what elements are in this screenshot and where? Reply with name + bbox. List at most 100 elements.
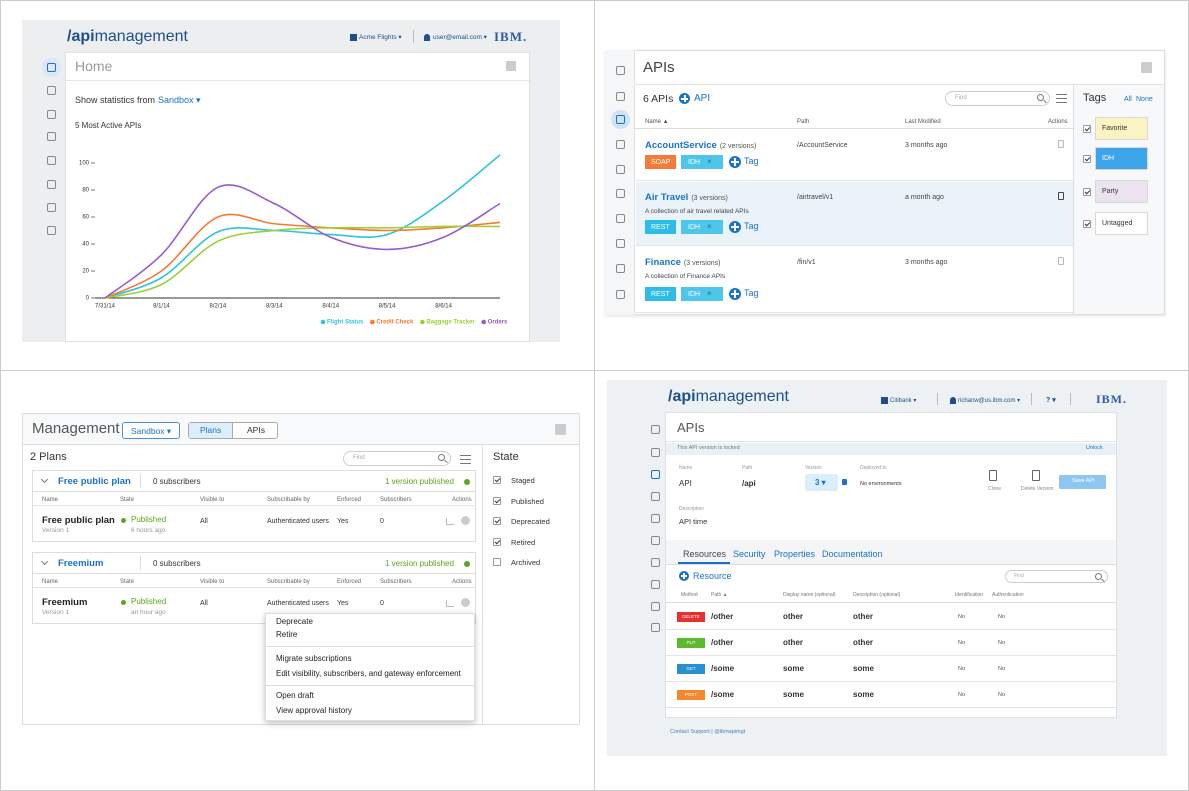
- tag-remove[interactable]: ×: [707, 222, 712, 231]
- checkbox[interactable]: [1083, 188, 1091, 196]
- checkbox[interactable]: [1083, 125, 1091, 133]
- checkbox[interactable]: [493, 537, 501, 546]
- nav-icon[interactable]: [616, 115, 625, 124]
- add-icon[interactable]: [679, 571, 689, 581]
- resource-identification: No: [958, 640, 966, 646]
- api-name[interactable]: AccountService (2 versions): [645, 141, 756, 151]
- menu-item[interactable]: Deprecate: [276, 617, 313, 626]
- tags-none[interactable]: None: [1136, 96, 1153, 103]
- field-label: Deployed to: [860, 465, 887, 471]
- nav-icon[interactable]: [616, 290, 625, 299]
- plan-name[interactable]: Freemium: [58, 558, 104, 569]
- tag-remove[interactable]: ×: [707, 289, 712, 298]
- nav-icon[interactable]: [651, 514, 660, 523]
- save-button[interactable]: Save API: [1059, 475, 1106, 489]
- delete-icon[interactable]: [1032, 470, 1040, 481]
- checkbox[interactable]: [493, 496, 501, 505]
- add-icon[interactable]: [729, 221, 741, 233]
- search-box[interactable]: [343, 451, 451, 466]
- nav-icon[interactable]: [616, 189, 625, 198]
- nav-icon[interactable]: [651, 492, 660, 501]
- nav-icon[interactable]: [47, 110, 56, 119]
- checkbox[interactable]: [493, 558, 501, 566]
- nav-icon[interactable]: [616, 66, 625, 75]
- analytics-icon[interactable]: [446, 600, 454, 607]
- add-icon[interactable]: [729, 288, 741, 300]
- tab[interactable]: Security: [733, 549, 766, 559]
- nav-icon[interactable]: [651, 448, 660, 457]
- tag-remove[interactable]: ×: [707, 157, 712, 166]
- trash-icon[interactable]: [1058, 257, 1064, 265]
- help-menu[interactable]: ? ▾: [1046, 397, 1056, 404]
- search-box[interactable]: [945, 91, 1050, 106]
- tab[interactable]: Resources: [683, 549, 727, 559]
- nav-icon[interactable]: [47, 63, 56, 72]
- search-box[interactable]: [1005, 570, 1108, 583]
- checkbox[interactable]: [1083, 155, 1091, 163]
- unlock-link[interactable]: Unlock: [1086, 445, 1103, 451]
- tab[interactable]: Properties: [774, 549, 816, 559]
- nav-icon[interactable]: [616, 214, 625, 223]
- analytics-icon[interactable]: [446, 518, 454, 525]
- tab[interactable]: Documentation: [822, 549, 883, 559]
- nav-icon[interactable]: [616, 264, 625, 273]
- menu-item[interactable]: View approval history: [276, 706, 352, 715]
- menu-item[interactable]: Open draft: [276, 691, 314, 700]
- plan-time: 6 hours ago: [131, 527, 166, 534]
- org-menu[interactable]: Acme Flights ▾: [359, 34, 402, 41]
- trash-icon[interactable]: [1058, 192, 1064, 200]
- nav-icon[interactable]: [47, 203, 56, 212]
- method-label: GET: [686, 666, 696, 671]
- nav-icon[interactable]: [47, 86, 56, 95]
- footer[interactable]: Contact Support | @ibmapimgt: [670, 729, 746, 735]
- nav-icon[interactable]: [47, 156, 56, 165]
- tab-label[interactable]: APIs: [247, 425, 265, 435]
- nav-icon[interactable]: [651, 623, 660, 632]
- clone-icon[interactable]: [989, 470, 997, 481]
- column-header: Enforced: [337, 579, 362, 585]
- add-resource[interactable]: Resource: [693, 571, 732, 581]
- nav-icon[interactable]: [616, 140, 625, 149]
- checkbox[interactable]: [493, 476, 501, 484]
- org-menu[interactable]: Citibank ▾: [890, 398, 917, 404]
- trash-icon[interactable]: [1058, 140, 1064, 148]
- nav-icon[interactable]: [651, 558, 660, 567]
- checkbox[interactable]: [1083, 220, 1091, 228]
- nav-icon[interactable]: [651, 602, 660, 611]
- nav-icon[interactable]: [651, 580, 660, 589]
- nav-icon[interactable]: [616, 165, 625, 174]
- nav-icon[interactable]: [47, 132, 56, 141]
- x-tick-label: 8/4/14: [322, 304, 339, 310]
- checkbox[interactable]: [493, 517, 501, 525]
- tag-filter-label: IDH: [1102, 155, 1115, 162]
- menu-item[interactable]: Edit visibility, subscribers, and gatewa…: [276, 669, 461, 678]
- add-icon[interactable]: [679, 93, 690, 104]
- add-icon[interactable]: [729, 156, 741, 168]
- menu-item[interactable]: Retire: [276, 630, 298, 639]
- nav-icon[interactable]: [651, 470, 660, 479]
- api-name[interactable]: Air Travel (3 versions): [645, 193, 728, 203]
- env-button[interactable]: Sandbox ▾: [122, 422, 180, 439]
- nav-icon[interactable]: [651, 425, 660, 434]
- add-tag[interactable]: Tag: [744, 288, 759, 298]
- version-select[interactable]: 3 ▾: [805, 474, 838, 491]
- user-menu[interactable]: user@email.com ▾: [433, 34, 487, 41]
- settings-icon[interactable]: [461, 598, 470, 607]
- tags-all[interactable]: All: [1124, 96, 1132, 103]
- menu-item[interactable]: Migrate subscriptions: [276, 654, 352, 663]
- nav-icon[interactable]: [47, 226, 56, 235]
- nav-icon[interactable]: [616, 92, 625, 101]
- api-name[interactable]: Finance (3 versions): [645, 258, 720, 268]
- tab[interactable]: Plans: [189, 423, 233, 438]
- settings-icon[interactable]: [461, 516, 470, 525]
- tag-chip-label: IDH: [688, 224, 701, 231]
- nav-icon[interactable]: [651, 536, 660, 545]
- add-tag[interactable]: Tag: [744, 221, 759, 231]
- add-api[interactable]: API: [694, 93, 711, 104]
- user-menu[interactable]: richanw@us.ibm.com ▾: [958, 398, 1021, 404]
- add-tag[interactable]: Tag: [744, 156, 759, 166]
- nav-icon[interactable]: [616, 239, 625, 248]
- nav-icon[interactable]: [47, 180, 56, 189]
- plan-name[interactable]: Free public plan: [58, 476, 131, 487]
- rule: [666, 441, 1116, 442]
